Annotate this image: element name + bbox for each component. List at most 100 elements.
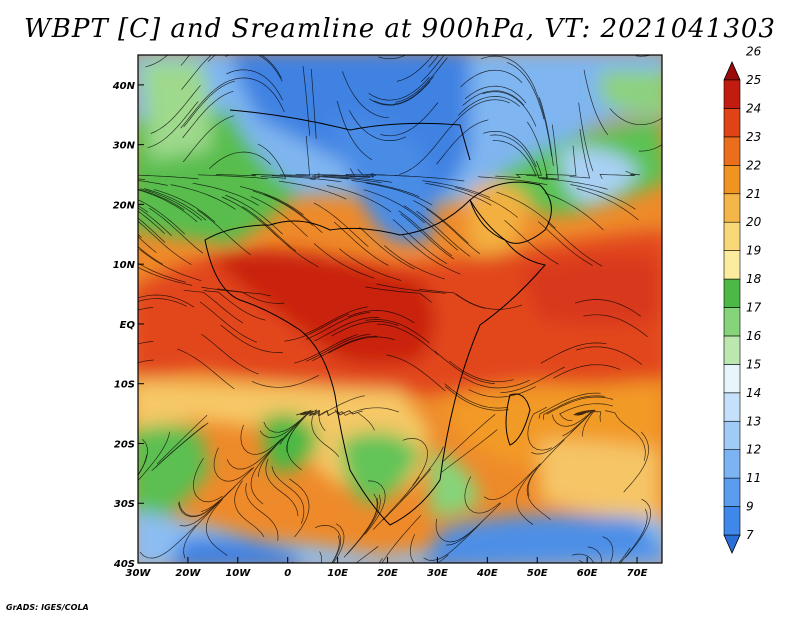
streamline — [355, 546, 379, 563]
latitude-axis: 40N 30N 20N 10N EQ 10S 20S 30S 40S — [112, 81, 144, 570]
streamline — [576, 188, 639, 221]
streamline — [516, 467, 538, 525]
colorbar: 7 9 11 12 13 14 15 16 17 18 19 20 21 22 23 24 25 26 — [723, 45, 762, 554]
streamline — [386, 354, 446, 392]
streamline — [492, 140, 537, 177]
streamline — [289, 478, 310, 538]
streamline — [264, 194, 323, 234]
streamline — [544, 192, 604, 231]
streamline — [347, 310, 415, 324]
streamline — [139, 248, 202, 282]
streamline — [199, 301, 257, 343]
lon-tick-label: 30W — [126, 568, 152, 579]
streamline — [138, 454, 148, 476]
map-title: WBPT [C] and Sreamline at 900hPa, VT: 20… — [24, 14, 776, 44]
streamline — [369, 81, 431, 106]
streamline — [527, 406, 552, 451]
streamline — [224, 55, 282, 79]
longitude-axis: 30W 20W 10W 0 10E 20E 30E 40E 50E 60E 70E — [126, 557, 648, 579]
streamline — [496, 191, 556, 229]
streamline — [310, 68, 317, 139]
streamline — [265, 458, 299, 517]
streamline — [460, 69, 523, 88]
colorbar-label: 17 — [746, 301, 762, 315]
streamline — [435, 519, 483, 543]
streamline — [400, 446, 444, 502]
colorbar-band-13 — [723, 165, 741, 195]
colorbar-label: 13 — [746, 414, 761, 428]
streamline — [201, 333, 259, 375]
streamline — [314, 317, 380, 342]
lon-tick-label: 10W — [225, 568, 251, 579]
streamline — [449, 99, 510, 129]
colorbar-label: 25 — [746, 73, 761, 87]
streamline — [527, 121, 548, 179]
streamline — [398, 210, 453, 257]
colorbar-band-16 — [723, 79, 741, 109]
streamline — [342, 71, 389, 119]
plot-frame — [137, 54, 663, 564]
streamline — [504, 219, 559, 265]
streamline — [180, 79, 231, 129]
streamline — [149, 208, 204, 254]
colorbar-band-12 — [723, 193, 741, 223]
streamline — [326, 185, 392, 213]
streamline — [562, 410, 595, 437]
streamline — [376, 323, 439, 356]
streamline — [569, 128, 591, 179]
streamline — [378, 557, 383, 563]
streamline — [441, 429, 498, 473]
colorbar-band-7 — [723, 335, 741, 365]
streamline — [138, 210, 165, 234]
lat-tick-label: 30S — [114, 499, 135, 510]
streamline — [138, 217, 166, 243]
colorbar-label: 11 — [746, 471, 761, 485]
streamline — [547, 222, 603, 267]
streamline — [392, 219, 448, 264]
streamline — [192, 182, 259, 206]
streamline — [416, 210, 471, 257]
colorbar-band-9 — [723, 278, 741, 308]
streamline — [138, 359, 154, 364]
streamline — [426, 208, 481, 255]
streamline — [468, 386, 536, 398]
colorbar-band-6 — [723, 364, 741, 394]
streamline — [623, 431, 649, 493]
lat-tick-label: 10N — [113, 260, 136, 271]
streamline — [310, 168, 366, 180]
lat-tick-label: 10S — [114, 380, 135, 391]
streamline — [138, 266, 193, 286]
streamline — [400, 213, 455, 260]
streamline — [331, 321, 399, 337]
streamline — [575, 409, 596, 437]
streamline — [365, 286, 432, 303]
colorbar-label: 19 — [746, 244, 761, 258]
streamline — [559, 403, 613, 422]
streamline — [311, 175, 382, 184]
streamline — [145, 55, 169, 68]
streamline — [263, 411, 308, 433]
streamline — [527, 439, 565, 497]
lon-tick-label: 60E — [577, 568, 598, 579]
streamline — [147, 101, 199, 149]
streamline — [138, 178, 146, 180]
streamlines — [138, 55, 662, 563]
streamline — [230, 77, 285, 113]
streamline — [543, 395, 605, 420]
streamline — [444, 383, 508, 409]
streamline — [423, 523, 481, 561]
streamline — [495, 160, 542, 179]
lon-tick-label: 30E — [427, 568, 448, 579]
streamline — [251, 374, 319, 388]
streamline — [346, 494, 381, 555]
streamline — [310, 409, 363, 416]
streamline — [351, 180, 420, 198]
streamline — [153, 189, 216, 223]
lon-tick-label: 0 — [284, 568, 291, 579]
streamline — [413, 200, 469, 244]
streamline — [455, 293, 522, 310]
lon-tick-label: 20E — [377, 568, 398, 579]
streamline — [364, 480, 386, 535]
streamline — [213, 447, 253, 482]
streamline — [455, 187, 519, 218]
